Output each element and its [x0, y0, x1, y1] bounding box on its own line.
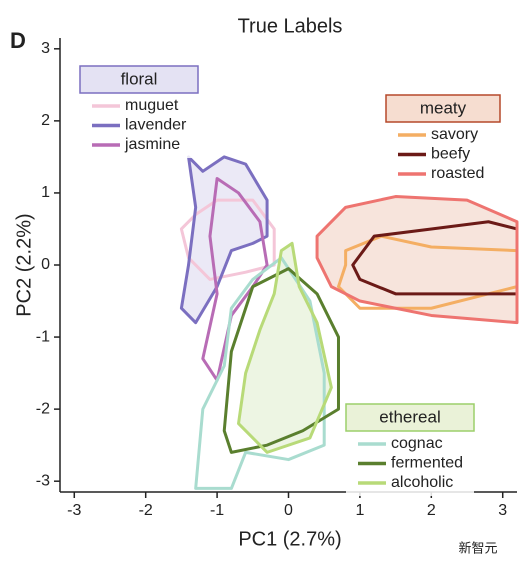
contour-line [336, 234, 519, 310]
y-tick-label: 2 [41, 112, 50, 129]
legend-label: fermented [391, 455, 463, 472]
x-tick-label: 3 [498, 502, 507, 519]
watermark: 新智元 [458, 540, 497, 555]
legend-label: alcoholic [391, 474, 453, 491]
chart-title: True Labels [238, 15, 343, 37]
legend-label: savory [431, 126, 478, 143]
legend-title: meaty [420, 98, 467, 117]
plot-area [179, 155, 519, 490]
legend-header [345, 403, 475, 432]
legend-label: jasmine [124, 136, 180, 153]
contour-line [222, 267, 340, 454]
y-tick-label: -1 [36, 328, 50, 345]
x-tick-label: 2 [427, 502, 436, 519]
legend-label: cognac [391, 435, 443, 452]
legend: meaty savory beefy roasted [385, 94, 501, 187]
contour-line [237, 241, 333, 454]
contour-line [315, 195, 519, 325]
contour-line [179, 198, 276, 281]
contour-fill [181, 156, 268, 323]
legend-title: ethereal [379, 407, 440, 426]
panel-letter: D [10, 28, 26, 53]
y-tick-label: -2 [36, 400, 50, 417]
contour-fill [238, 243, 332, 453]
legend: floral muguet lavender jasmine [79, 65, 199, 158]
contour-fill [317, 196, 517, 323]
y-axis-label: PC2 (2.2%) [13, 213, 35, 316]
x-tick-label: -3 [67, 502, 81, 519]
x-tick-label: 1 [355, 502, 364, 519]
legend-label: roasted [431, 165, 484, 182]
y-tick-label: 0 [41, 256, 50, 273]
legend: ethereal cognac fermented alcoholic [345, 403, 475, 496]
x-tick-label: -1 [210, 502, 224, 519]
contour-line [179, 155, 269, 325]
x-tick-label: 0 [284, 502, 293, 519]
contour-line [194, 256, 326, 490]
legend-header [79, 65, 199, 94]
y-tick-label: -3 [36, 472, 50, 489]
legend-header [385, 94, 501, 123]
legend-label: lavender [125, 117, 187, 134]
y-tick-label: 3 [41, 40, 50, 57]
legend-label: muguet [125, 97, 179, 114]
legend-label: beefy [431, 146, 470, 163]
legend-title: floral [121, 69, 158, 88]
x-tick-label: -2 [139, 502, 153, 519]
y-tick-label: 1 [41, 184, 50, 201]
x-axis-label: PC1 (2.7%) [238, 528, 341, 550]
